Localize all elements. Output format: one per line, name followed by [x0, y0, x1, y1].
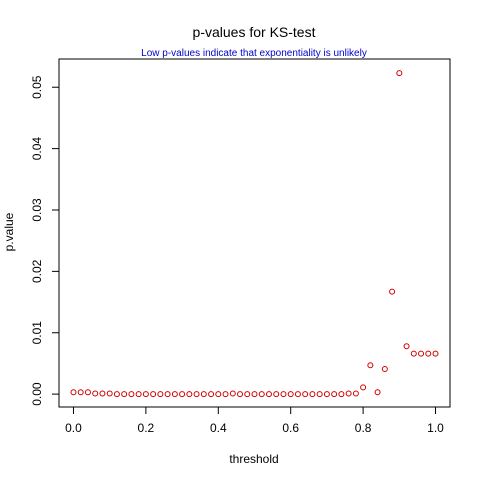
data-point	[346, 391, 351, 396]
data-point	[433, 351, 438, 356]
y-tick-label: 0.05	[30, 75, 44, 99]
data-point	[122, 392, 127, 397]
data-point	[194, 392, 199, 397]
x-axis: 0.0 0.2 0.4 0.6 0.8 1.0	[65, 407, 444, 435]
data-point	[238, 392, 243, 397]
data-point	[158, 392, 163, 397]
x-tick-label: 0.0	[65, 421, 82, 435]
data-point	[172, 392, 177, 397]
data-point	[310, 392, 315, 397]
data-point	[426, 351, 431, 356]
data-point	[295, 392, 300, 397]
data-point	[71, 390, 76, 395]
data-point	[100, 391, 105, 396]
data-point	[375, 390, 380, 395]
chart-subtitle: Low p-values indicate that exponentialit…	[141, 48, 367, 59]
data-point	[303, 392, 308, 397]
data-point	[85, 390, 90, 395]
data-point	[317, 392, 322, 397]
data-point	[136, 392, 141, 397]
data-point	[230, 391, 235, 396]
data-point	[404, 344, 409, 349]
data-point	[324, 392, 329, 397]
data-point	[266, 392, 271, 397]
chart-title: p-values for KS-test	[193, 24, 316, 40]
data-points	[71, 71, 438, 397]
data-point	[332, 392, 337, 397]
y-axis: 0.00 0.01 0.02 0.03 0.04 0.05	[30, 75, 59, 406]
data-point	[288, 392, 293, 397]
data-point	[129, 392, 134, 397]
data-point	[419, 351, 424, 356]
y-tick-label: 0.00	[30, 382, 44, 406]
x-tick-label: 0.6	[282, 421, 299, 435]
data-point	[114, 392, 119, 397]
data-point	[252, 392, 257, 397]
data-point	[216, 392, 221, 397]
y-tick-label: 0.02	[30, 259, 44, 283]
x-tick-label: 0.4	[210, 421, 227, 435]
data-point	[397, 71, 402, 76]
y-axis-label: p.value	[2, 212, 16, 251]
data-point	[339, 392, 344, 397]
y-tick-label: 0.04	[30, 137, 44, 161]
y-tick-label: 0.01	[30, 321, 44, 345]
data-point	[93, 391, 98, 396]
data-point	[187, 392, 192, 397]
x-tick-label: 1.0	[427, 421, 444, 435]
data-point	[201, 392, 206, 397]
x-axis-label: threshold	[229, 452, 278, 466]
data-point	[107, 391, 112, 396]
data-point	[78, 390, 83, 395]
data-point	[361, 385, 366, 390]
data-point	[390, 289, 395, 294]
data-point	[274, 392, 279, 397]
data-point	[245, 392, 250, 397]
data-point	[411, 351, 416, 356]
data-point	[165, 392, 170, 397]
data-point	[180, 392, 185, 397]
data-point	[353, 391, 358, 396]
data-point	[259, 392, 264, 397]
data-point	[281, 392, 286, 397]
data-point	[382, 366, 387, 371]
data-point	[368, 363, 373, 368]
plot-frame	[59, 59, 450, 407]
data-point	[209, 392, 214, 397]
data-point	[223, 392, 228, 397]
data-point	[151, 392, 156, 397]
data-point	[143, 392, 148, 397]
x-tick-label: 0.2	[138, 421, 155, 435]
x-tick-label: 0.8	[355, 421, 372, 435]
y-tick-label: 0.03	[30, 198, 44, 222]
